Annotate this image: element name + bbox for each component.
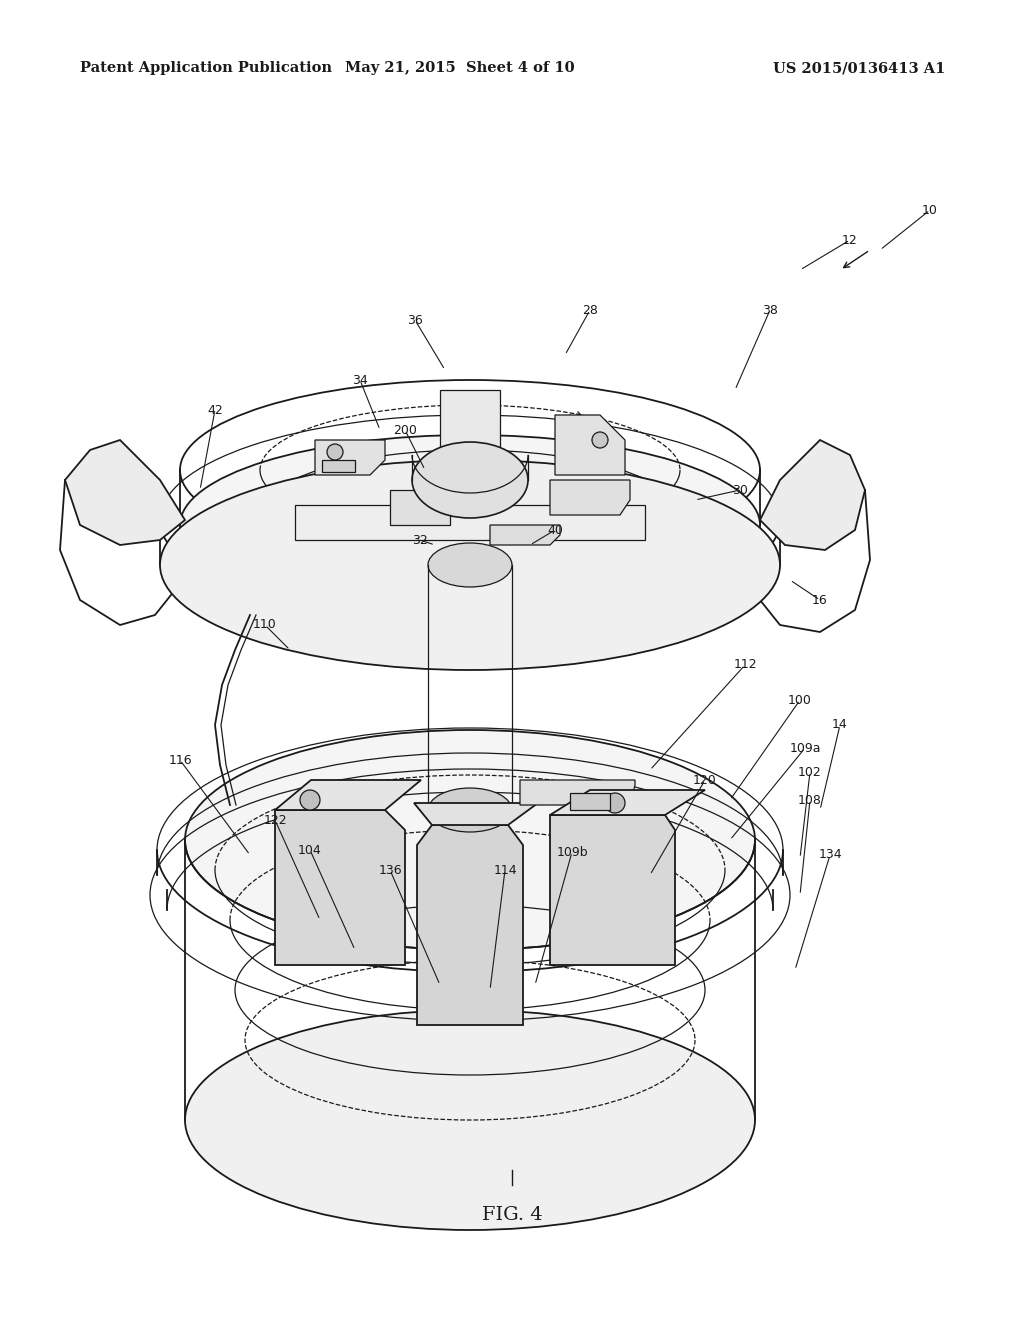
Text: 32: 32 — [412, 533, 428, 546]
Polygon shape — [550, 789, 705, 814]
Text: 120: 120 — [693, 774, 717, 787]
Text: 38: 38 — [762, 304, 778, 317]
Ellipse shape — [428, 543, 512, 587]
Polygon shape — [65, 440, 185, 545]
Text: 36: 36 — [408, 314, 423, 326]
Polygon shape — [417, 825, 523, 1026]
Ellipse shape — [160, 459, 780, 671]
Text: 30: 30 — [732, 483, 748, 496]
Polygon shape — [275, 810, 406, 965]
Ellipse shape — [412, 442, 528, 517]
Text: 102: 102 — [798, 766, 822, 779]
Text: 100: 100 — [788, 693, 812, 706]
Polygon shape — [414, 803, 538, 825]
Text: 200: 200 — [393, 424, 417, 437]
Text: May 21, 2015  Sheet 4 of 10: May 21, 2015 Sheet 4 of 10 — [345, 61, 574, 75]
Polygon shape — [490, 525, 560, 545]
Text: 108: 108 — [798, 793, 822, 807]
Circle shape — [300, 789, 319, 810]
Polygon shape — [322, 459, 355, 473]
Polygon shape — [570, 793, 610, 810]
Text: 16: 16 — [812, 594, 827, 606]
Text: 136: 136 — [378, 863, 401, 876]
Circle shape — [605, 793, 625, 813]
Text: 112: 112 — [733, 659, 757, 672]
Polygon shape — [295, 506, 645, 540]
Text: 104: 104 — [298, 843, 322, 857]
Text: 109a: 109a — [790, 742, 821, 755]
Polygon shape — [760, 440, 865, 550]
Text: 10: 10 — [922, 203, 938, 216]
Polygon shape — [440, 389, 500, 470]
Text: 12: 12 — [842, 234, 858, 247]
Polygon shape — [390, 490, 450, 525]
Ellipse shape — [185, 730, 755, 950]
Circle shape — [592, 432, 608, 447]
Ellipse shape — [428, 788, 512, 832]
Text: 14: 14 — [833, 718, 848, 731]
Text: 116: 116 — [168, 754, 191, 767]
Text: 42: 42 — [207, 404, 223, 417]
Polygon shape — [520, 780, 635, 805]
Text: US 2015/0136413 A1: US 2015/0136413 A1 — [773, 61, 945, 75]
Text: 110: 110 — [253, 619, 276, 631]
Text: 28: 28 — [582, 304, 598, 317]
Ellipse shape — [185, 1010, 755, 1230]
Polygon shape — [550, 480, 630, 515]
Ellipse shape — [180, 436, 760, 615]
Text: 34: 34 — [352, 374, 368, 387]
Text: 40: 40 — [547, 524, 563, 536]
Polygon shape — [315, 440, 385, 475]
Text: 134: 134 — [818, 849, 842, 862]
Polygon shape — [275, 780, 421, 810]
Circle shape — [327, 444, 343, 459]
Text: FIG. 4: FIG. 4 — [481, 1206, 543, 1224]
Text: 109b: 109b — [556, 846, 588, 858]
Text: 114: 114 — [494, 863, 517, 876]
Polygon shape — [550, 814, 675, 965]
Text: Patent Application Publication: Patent Application Publication — [80, 61, 332, 75]
Polygon shape — [555, 414, 625, 475]
Text: 122: 122 — [263, 813, 287, 826]
